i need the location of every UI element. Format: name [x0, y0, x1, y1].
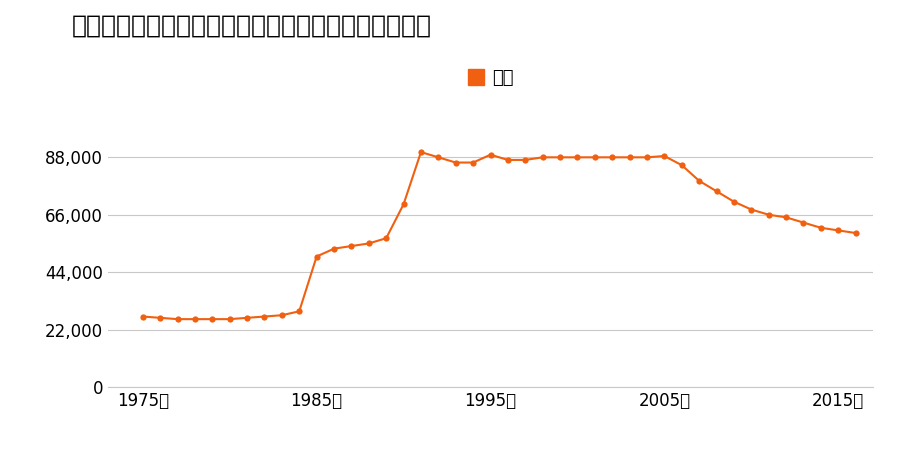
Legend: 価格: 価格	[460, 62, 521, 94]
Text: 広島県福山市鞆町後地字久保１７５８番１の地価推移: 広島県福山市鞆町後地字久保１７５８番１の地価推移	[72, 14, 432, 37]
